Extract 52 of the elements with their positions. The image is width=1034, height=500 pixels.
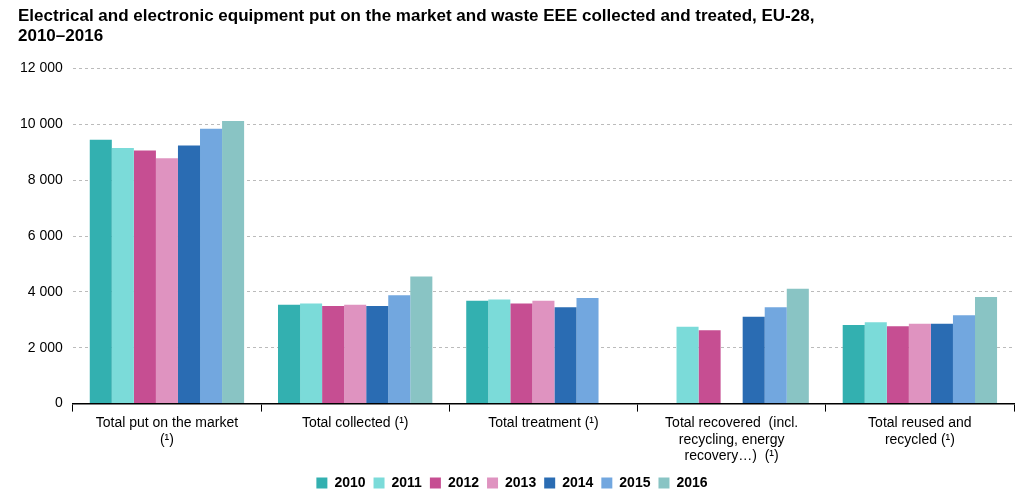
bar <box>908 323 931 404</box>
bar <box>554 307 577 404</box>
y-tick-label: 4 000 <box>27 282 64 299</box>
bar <box>366 306 389 404</box>
bar <box>864 322 887 404</box>
bar <box>764 307 787 404</box>
bar <box>842 325 865 404</box>
bar <box>886 326 909 404</box>
y-tick-label: 6 000 <box>27 226 64 243</box>
x-tick-label: Total put on the market (¹) <box>95 413 239 447</box>
bar <box>488 299 511 404</box>
bar <box>576 298 599 404</box>
y-tick-label: 0 <box>55 394 64 411</box>
bar <box>177 145 201 404</box>
bar <box>111 148 134 404</box>
legend-label: 2013 <box>505 473 537 490</box>
bar <box>410 276 433 404</box>
bar <box>322 306 345 404</box>
bar <box>510 303 533 404</box>
bar <box>222 120 245 404</box>
legend-label: 2014 <box>562 473 594 490</box>
bar <box>388 295 411 404</box>
bar <box>532 300 555 404</box>
legend-label: 2012 <box>447 473 480 490</box>
legend-label: 2011 <box>391 473 423 490</box>
chart-title: Electrical and electronic equipment put on the market and waste EEE collected and treated, EU-28, 2010–2016 <box>18 6 816 46</box>
x-tick-label: Total collected (¹) <box>301 413 409 430</box>
legend-label: 2016 <box>676 473 708 490</box>
x-tick-label: Total treatment (¹) <box>488 413 599 430</box>
legend-label: 2015 <box>619 473 651 490</box>
bar <box>200 128 223 404</box>
x-tick-label: Total reused and recycled (¹) <box>868 413 972 447</box>
bar <box>952 315 976 404</box>
bar <box>930 323 953 404</box>
y-tick-label: 10 000 <box>19 115 64 132</box>
bar <box>786 288 809 404</box>
bar <box>300 303 323 404</box>
bar <box>344 304 367 404</box>
bar <box>975 296 998 404</box>
bar <box>133 150 156 404</box>
bar <box>676 326 699 404</box>
bar <box>155 158 178 404</box>
x-tick-label: Total recovered (incl. recycling, energy recovery…) (¹) <box>665 413 799 464</box>
y-tick-label: 12 000 <box>19 59 64 76</box>
bar <box>742 316 765 404</box>
bar <box>466 300 489 404</box>
legend-label: 2010 <box>334 473 366 490</box>
y-tick-label: 8 000 <box>27 170 64 187</box>
bar <box>89 139 112 404</box>
bar <box>278 304 301 404</box>
bar <box>698 330 721 404</box>
y-tick-label: 2 000 <box>27 338 64 355</box>
